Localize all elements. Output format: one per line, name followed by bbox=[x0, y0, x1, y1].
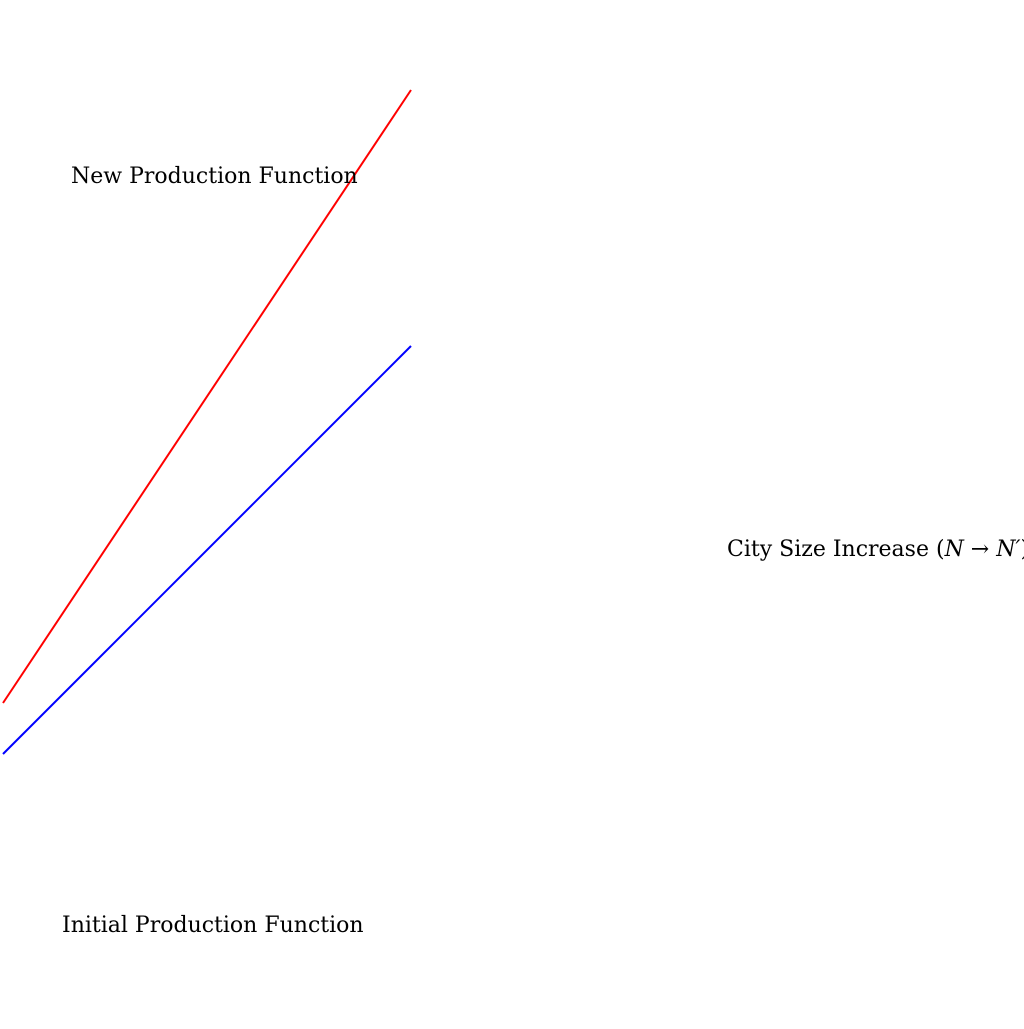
initial-production-function-line bbox=[2, 345, 412, 755]
initial-production-function-label: Initial Production Function bbox=[62, 913, 364, 938]
city-size-n: N bbox=[944, 537, 964, 562]
city-size-nprime: N′ bbox=[996, 537, 1021, 562]
new-production-function-label: New Production Function bbox=[71, 164, 358, 189]
new-production-function-line bbox=[2, 89, 412, 704]
city-size-suffix: ) bbox=[1020, 537, 1024, 562]
city-size-increase-label: City Size Increase (N → N′) bbox=[727, 539, 1024, 561]
city-size-arrow: → bbox=[963, 537, 997, 562]
city-size-prefix: City Size Increase ( bbox=[727, 537, 945, 562]
